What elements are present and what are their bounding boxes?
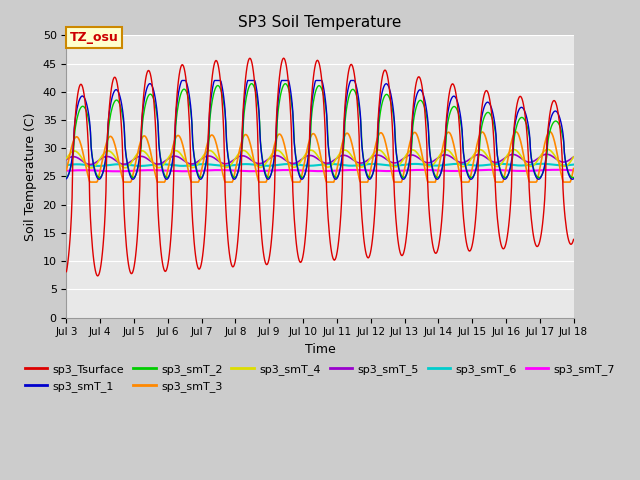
sp3_smT_2 [382,92,390,97]
sp3_smT_4 [176,150,184,156]
sp3_smT_4 [382,154,390,159]
sp3_smT_4 [63,156,70,162]
sp3_smT_1 [230,176,238,182]
sp3_smT_6 [125,162,132,168]
sp3_smT_2 [397,171,404,177]
sp3_smT_6 [538,161,546,167]
sp3_Tsurface [280,55,287,61]
Text: TZ_osu: TZ_osu [70,31,118,44]
sp3_Tsurface [570,237,577,242]
sp3_smT_1 [179,78,186,84]
sp3_smT_2 [63,174,70,180]
Line: sp3_smT_5: sp3_smT_5 [67,154,573,165]
sp3_smT_6 [397,162,404,168]
sp3_smT_7 [72,168,79,173]
sp3_smT_5 [382,156,390,162]
sp3_smT_1 [570,176,577,181]
sp3_smT_2 [570,175,577,180]
sp3_smT_7 [125,168,132,174]
sp3_smT_5 [397,157,404,163]
sp3_smT_5 [63,156,70,162]
sp3_smT_7 [570,168,577,173]
sp3_smT_6 [382,162,390,168]
sp3_smT_5 [543,151,550,157]
sp3_Tsurface [176,68,184,73]
sp3_smT_5 [203,153,211,159]
sp3_Tsurface [63,269,70,275]
sp3_smT_6 [203,161,211,167]
sp3_Tsurface [203,195,211,201]
sp3_smT_3 [382,142,390,147]
sp3_smT_2 [175,97,183,103]
sp3_smT_4 [72,148,79,154]
sp3_smT_3 [570,166,577,171]
sp3_smT_3 [72,134,79,140]
sp3_smT_3 [63,168,70,173]
sp3_smT_1 [175,86,183,92]
sp3_smT_2 [202,161,210,167]
sp3_smT_5 [72,154,79,160]
sp3_smT_1 [383,81,390,87]
sp3_smT_6 [94,163,102,169]
sp3_smT_1 [63,176,70,181]
sp3_smT_4 [87,165,95,171]
sp3_smT_6 [72,161,79,167]
sp3_smT_7 [63,168,70,174]
sp3_smT_1 [72,114,79,120]
sp3_smT_4 [397,160,404,166]
sp3_Tsurface [383,70,390,76]
sp3_smT_7 [553,167,561,173]
sp3_smT_3 [86,179,94,185]
sp3_smT_1 [124,164,132,169]
sp3_Tsurface [93,273,101,279]
sp3_smT_6 [63,162,70,168]
sp3_smT_3 [397,179,404,185]
sp3_smT_5 [125,160,132,166]
sp3_smT_4 [543,146,551,152]
sp3_smT_7 [397,168,404,174]
sp3_smT_7 [203,168,211,173]
sp3_smT_5 [570,154,577,160]
sp3_smT_6 [570,162,577,168]
X-axis label: Time: Time [305,343,335,356]
sp3_smT_7 [113,168,121,174]
sp3_smT_1 [203,154,211,160]
Line: sp3_smT_4: sp3_smT_4 [67,149,573,168]
sp3_Tsurface [397,252,405,258]
Line: sp3_smT_2: sp3_smT_2 [67,84,573,178]
sp3_smT_3 [203,143,211,149]
Legend: sp3_Tsurface, sp3_smT_1, sp3_smT_2, sp3_smT_3, sp3_smT_4, sp3_smT_5, sp3_smT_6, : sp3_Tsurface, sp3_smT_1, sp3_smT_2, sp3_… [20,360,620,396]
Line: sp3_smT_6: sp3_smT_6 [67,164,573,166]
sp3_smT_5 [86,162,94,168]
Line: sp3_Tsurface: sp3_Tsurface [67,58,573,276]
Line: sp3_smT_7: sp3_smT_7 [67,170,573,171]
Line: sp3_smT_3: sp3_smT_3 [67,132,573,182]
sp3_smT_6 [176,163,184,168]
sp3_smT_7 [382,168,390,174]
sp3_smT_5 [176,155,184,161]
sp3_smT_3 [176,134,184,140]
Line: sp3_smT_1: sp3_smT_1 [67,81,573,179]
sp3_smT_4 [570,154,577,160]
sp3_smT_3 [125,179,132,185]
sp3_smT_2 [124,162,132,168]
sp3_smT_3 [546,129,554,134]
sp3_smT_4 [203,149,211,155]
sp3_Tsurface [125,262,132,267]
sp3_smT_7 [176,168,184,174]
sp3_smT_4 [125,163,132,169]
sp3_smT_2 [467,175,475,180]
sp3_Tsurface [72,110,79,116]
sp3_smT_2 [72,123,79,129]
sp3_smT_2 [248,81,255,86]
Y-axis label: Soil Temperature (C): Soil Temperature (C) [24,112,37,240]
Title: SP3 Soil Temperature: SP3 Soil Temperature [238,15,402,30]
sp3_smT_1 [397,175,405,180]
